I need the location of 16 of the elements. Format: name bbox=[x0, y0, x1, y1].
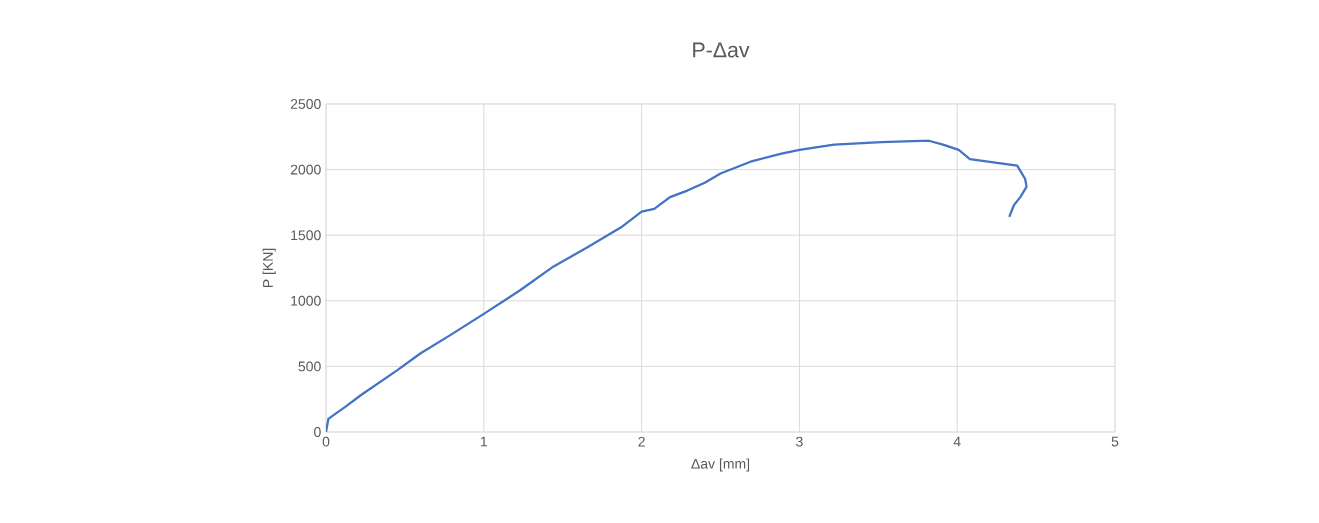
x-tick-label: 0 bbox=[322, 436, 330, 447]
y-tick-label: 1500 bbox=[291, 230, 321, 241]
y-tick-label: 0 bbox=[314, 427, 321, 437]
x-axis-title: Δav [mm] bbox=[691, 458, 750, 472]
chart-title: P-Δav bbox=[693, 42, 750, 58]
x-tick-label: 4 bbox=[953, 436, 961, 447]
y-tick-label: 2500 bbox=[290, 99, 321, 109]
y-tick-label: 500 bbox=[298, 361, 321, 372]
x-tick-label: 2 bbox=[638, 436, 645, 447]
x-tick-label: 1 bbox=[480, 436, 488, 447]
x-tick-label: 3 bbox=[796, 436, 803, 447]
x-tick-label: 5 bbox=[1111, 436, 1119, 447]
y-tick-label: 1000 bbox=[291, 295, 321, 306]
y-tick-label: 2000 bbox=[290, 164, 321, 175]
line-series bbox=[326, 139, 1028, 432]
y-axis-title: P [KN] bbox=[262, 248, 276, 288]
